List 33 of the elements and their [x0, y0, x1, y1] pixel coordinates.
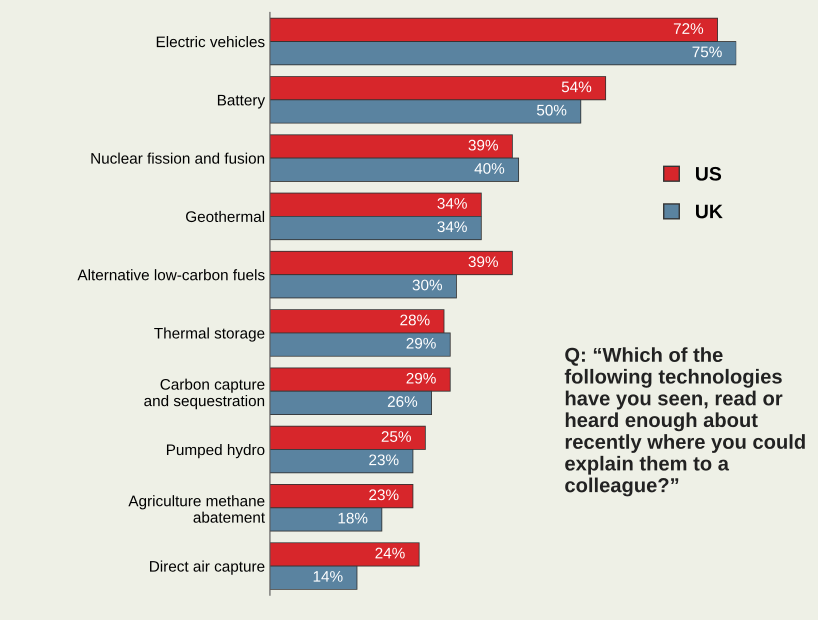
y-tick-label: Pumped hydro [166, 444, 264, 458]
data-label: 34% [437, 198, 467, 209]
data-label: 18% [338, 512, 368, 524]
data-label: 39% [468, 256, 498, 268]
y-tick-label: Nuclear fission and fusion [91, 152, 264, 164]
data-label: 28% [400, 314, 430, 326]
data-label: 24% [375, 548, 405, 558]
y-tick-label: Agriculture methane abatement [128, 495, 265, 523]
data-label: 34% [437, 221, 467, 232]
data-label: 72% [674, 23, 704, 34]
data-label: 14% [314, 571, 343, 582]
data-label: 29% [406, 338, 436, 349]
data-label: 23% [369, 489, 399, 500]
data-label: 54% [562, 82, 592, 92]
y-tick-label: Direct air capture [150, 560, 264, 575]
data-label: 39% [468, 140, 498, 151]
data-label: 23% [369, 454, 399, 466]
legend-label: UK [696, 204, 723, 218]
data-label: 50% [536, 104, 566, 116]
data-label: 75% [692, 46, 722, 58]
annotation: Q: “Which of the following technologies have you seen, read or heard enough about recently where you could explain them to a colleague?” [564, 347, 805, 496]
y-tick-label: Alternative low-carbon fuels [77, 269, 265, 280]
data-label: 40% [474, 163, 504, 174]
y-tick-label: Carbon capture and sequestration [144, 378, 264, 410]
data-label: 29% [406, 372, 436, 384]
data-label: 25% [382, 431, 411, 442]
y-tick-label: Thermal storage [154, 327, 264, 342]
y-tick-label: Geothermal [186, 210, 264, 222]
y-tick-label: Electric vehicles [156, 36, 265, 48]
legend-label: US [696, 166, 722, 181]
data-label: 30% [412, 280, 442, 290]
data-label: 26% [388, 396, 418, 407]
y-tick-label: Battery [218, 94, 266, 109]
